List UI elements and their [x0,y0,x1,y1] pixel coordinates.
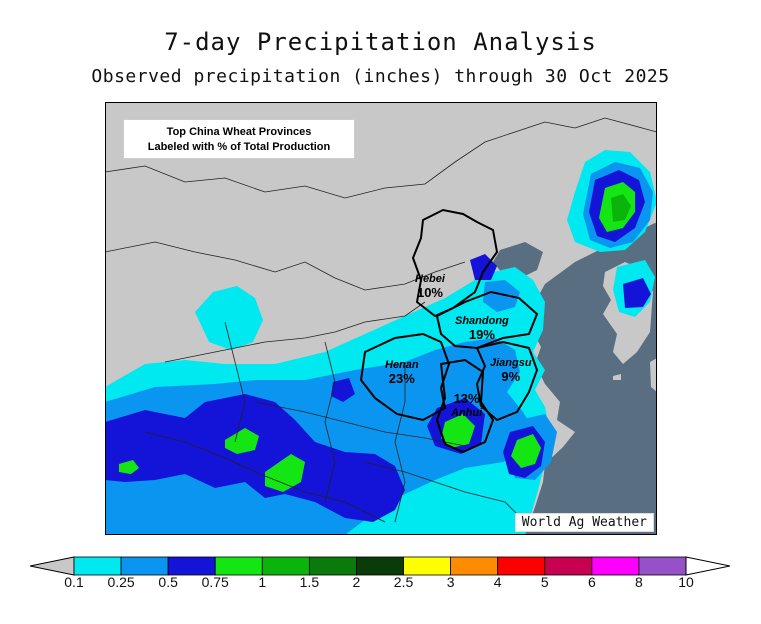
jeju-island [613,374,621,380]
map-title: 7-day Precipitation Analysis [164,28,597,56]
province-name: Hebei [415,273,445,285]
legend-tick-label: 1 [258,574,267,590]
precipitation-map: Top China Wheat Provinces Labeled with %… [105,102,657,535]
legend-tick-label: 6 [587,574,596,590]
province-name: Anhui [451,407,483,419]
legend-swatch [356,556,404,576]
legend-tick-label: 5 [540,574,549,590]
credit-label: World Ag Weather [514,513,654,532]
anhui-border [435,358,495,454]
legend-tick-label: 0.1 [64,574,84,590]
legend-tick-label: 0.5 [158,574,178,590]
province-label-shandong: Shandong 19% [455,314,509,342]
legend-tick-labels: 0.1 0.25 0.5 0.75 1 1.5 2 2.5 3 4 5 6 8 10 [0,574,761,594]
legend-swatch [214,556,263,576]
province-label-jiangsu: Jiangsu 9% [490,356,532,384]
province-name: Henan [385,359,419,371]
province-name: Shandong [455,315,509,327]
wheat-provinces-callout: Top China Wheat Provinces Labeled with %… [123,119,355,159]
hebei-border [411,208,499,318]
legend-swatch [167,556,216,576]
province-label-hebei: Hebei 10% [415,272,445,300]
legend-tick-label: 3 [446,574,455,590]
legend-swatch [638,556,687,576]
legend-tick-label: 2.5 [393,574,414,590]
legend-swatch [120,556,169,576]
legend-tick-label: 0.75 [201,574,229,590]
legend-swatch [450,556,499,576]
legend-swatch [497,556,546,576]
legend-swatch [308,556,357,576]
legend-swatch [73,556,122,576]
legend-tick-label: 8 [635,574,643,590]
map-subtitle: Observed precipitation (inches) through … [91,66,670,87]
shandong-border [435,290,539,350]
legend-tick-label: 4 [493,574,502,590]
legend-over-arrow [685,556,731,576]
callout-line-1: Top China Wheat Provinces [166,126,312,138]
precip-1.0 [611,194,631,222]
jiangsu-border [475,340,539,422]
province-pct: 23% [388,371,415,386]
legend-swatch [261,556,310,576]
legend-under-arrow [29,556,75,576]
province-pct: 19% [468,327,495,342]
legend-tick-label: 10 [678,574,694,590]
legend-swatch [591,556,640,576]
color-legend [29,556,731,576]
legend-tick-label: 0.25 [107,574,135,590]
callout-line-2: Labeled with % of Total Production [147,141,331,153]
japan-island [650,358,657,392]
legend-swatch [544,556,593,576]
province-label-henan: Henan 23% [385,358,419,386]
province-label-anhui: 13% Anhui [451,392,482,420]
province-pct: 9% [501,369,521,384]
legend-swatch [403,556,452,576]
province-pct: 13% [453,391,480,406]
legend-tick-label: 1.5 [299,574,320,590]
province-pct: 10% [416,285,443,300]
legend-tick-label: 2 [352,574,361,590]
henan-border [359,332,451,422]
province-name: Jiangsu [490,357,532,369]
